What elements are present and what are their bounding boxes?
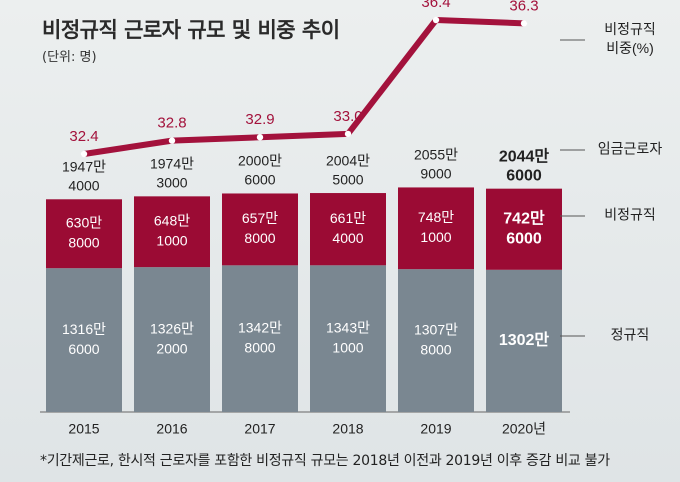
- nonregular-value-label: 630만 8000: [66, 214, 102, 250]
- bar-nonregular: [310, 193, 386, 266]
- bar-regular: [398, 269, 474, 412]
- regular-value-label: 1343만 1000: [326, 319, 370, 355]
- x-tick-label: 2016: [156, 421, 187, 437]
- chart-title: 비정규직 근로자 규모 및 비중 추이: [42, 18, 340, 42]
- share-value-label: 32.4: [69, 128, 98, 145]
- share-value-label: 32.9: [245, 111, 274, 128]
- regular-value-label: 1307만 8000: [414, 321, 458, 357]
- bar-nonregular: [46, 199, 122, 269]
- unit-label: (단위: 명): [42, 50, 97, 65]
- regular-value-label: 1316만 6000: [62, 321, 106, 357]
- nonregular-value-label: 661만 4000: [330, 210, 366, 246]
- legend-label: 임금근로자: [598, 141, 663, 157]
- regular-value-label: 1326만 2000: [150, 320, 194, 356]
- share-value-label: 33.0: [333, 108, 362, 125]
- nonregular-value-label: 657만 8000: [242, 210, 278, 246]
- footnote: *기간제근로, 한시적 근로자를 포함한 비정규직 규모는 2018년 이전과 …: [40, 453, 610, 469]
- legend-label: 정규직: [611, 327, 650, 343]
- nonregular-value-label: 648만 1000: [154, 212, 190, 248]
- share-point: [520, 20, 528, 27]
- bar-regular: [134, 267, 210, 412]
- x-tick-label: 2017: [244, 421, 275, 437]
- share-point: [256, 134, 264, 141]
- x-tick-label: 2020년: [502, 421, 546, 437]
- bar-nonregular: [486, 188, 562, 270]
- bar-regular: [222, 265, 298, 412]
- bar-nonregular: [222, 193, 298, 266]
- bar-regular: [46, 268, 122, 412]
- total-value-label: 1947만 4000: [62, 158, 106, 193]
- regular-value-label: 1342만 8000: [238, 319, 282, 355]
- legend-label: 비정규직 비중(%): [604, 21, 656, 56]
- share-value-label: 36.3: [509, 0, 538, 14]
- bar-regular: [310, 265, 386, 412]
- share-point: [80, 150, 88, 158]
- x-tick-label: 2015: [68, 421, 99, 437]
- x-tick-label: 2019: [420, 421, 451, 437]
- bar-nonregular: [398, 187, 474, 270]
- share-point: [432, 16, 440, 24]
- total-value-label: 1974만 3000: [150, 156, 194, 191]
- nonregular-value-label: 748만 1000: [418, 209, 454, 245]
- total-value-label: 2044만 6000: [499, 147, 550, 184]
- total-value-label: 2055만 9000: [414, 147, 458, 182]
- regular-value-label: 1302만: [499, 331, 550, 349]
- share-value-label: 36.4: [421, 0, 450, 11]
- bar-regular: [486, 269, 562, 412]
- share-value-label: 32.8: [157, 115, 186, 132]
- total-value-label: 2004만 5000: [326, 152, 370, 187]
- share-point: [344, 130, 352, 138]
- total-value-label: 2000만 6000: [238, 153, 282, 188]
- x-tick-label: 2018: [332, 421, 363, 437]
- legend-label: 비정규직: [604, 207, 656, 223]
- share-line: [81, 17, 527, 157]
- bar-nonregular: [134, 196, 210, 268]
- nonregular-value-label: 742만 6000: [503, 209, 545, 247]
- share-point: [168, 137, 176, 144]
